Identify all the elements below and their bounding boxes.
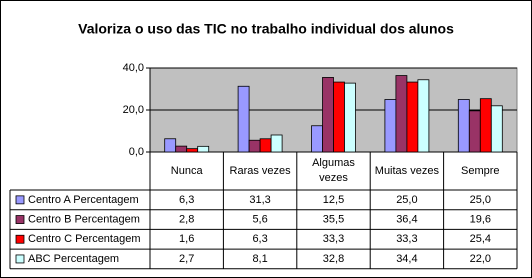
- bar: [259, 138, 272, 153]
- table-value: 32,8: [323, 253, 344, 265]
- bar: [384, 99, 397, 153]
- category-cell: Nunca: [170, 164, 203, 177]
- table-value: 19,6: [470, 213, 491, 225]
- table-value: 22,0: [470, 253, 491, 265]
- bar: [479, 98, 492, 153]
- chart-title: Valoriza o uso das TIC no trabalho indiv…: [78, 21, 454, 37]
- bar: [468, 110, 481, 153]
- legend-label: Centro A Percentagem: [28, 194, 139, 206]
- legend-swatch: [15, 234, 25, 244]
- x-tick-label: Nunca: [170, 164, 203, 177]
- bar: [322, 77, 334, 153]
- bar: [237, 85, 250, 153]
- table-value: 25,0: [470, 194, 491, 206]
- bar: [270, 134, 283, 153]
- table-value: 25,4: [470, 233, 491, 245]
- table-value: 1,6: [179, 233, 194, 245]
- bar: [417, 79, 430, 153]
- table-value: 6,3: [179, 194, 194, 206]
- legend-swatch: [15, 254, 25, 264]
- y-tick-label: 0,0: [129, 146, 144, 158]
- table-value: 25,0: [396, 194, 417, 206]
- bar: [395, 75, 408, 153]
- bar: [164, 138, 177, 153]
- table-value: 12,5: [323, 194, 344, 206]
- table-value: 33,3: [323, 233, 344, 245]
- legend-label: Centro B Percentagem: [28, 213, 140, 225]
- legend-label: ABC Percentagem: [28, 253, 119, 265]
- table-value: 31,3: [249, 194, 270, 206]
- bar: [333, 81, 345, 153]
- table-value: 36,4: [396, 213, 417, 225]
- y-tick-label: 40,0: [123, 62, 144, 74]
- x-tick-label: Raras vezes: [229, 164, 291, 177]
- legend-swatch: [15, 215, 25, 224]
- table-value: 35,5: [323, 213, 344, 225]
- category-cell: Raras vezes: [229, 164, 291, 177]
- x-tick-label: Sempre: [461, 164, 500, 177]
- table-value: 6,3: [252, 233, 267, 245]
- legend-swatch: [15, 195, 25, 205]
- legend-label: Centro C Percentagem: [28, 233, 141, 245]
- table-value: 33,3: [396, 233, 417, 245]
- category-cell: Algumas vezes: [312, 157, 355, 184]
- table-value: 34,4: [396, 253, 417, 265]
- bar: [311, 125, 323, 153]
- bar: [197, 145, 210, 153]
- bar: [457, 99, 470, 153]
- bar: [406, 81, 419, 153]
- category-cell: Sempre: [461, 164, 500, 177]
- table-value: 5,6: [252, 213, 267, 225]
- x-tick-label: Muitas vezes: [374, 164, 439, 177]
- y-tick-label: 20,0: [123, 104, 144, 116]
- x-tick-label: Algumas vezes: [312, 157, 355, 184]
- bar: [248, 139, 261, 153]
- table-value: 2,8: [179, 213, 194, 225]
- bar: [344, 82, 356, 153]
- bar: [490, 105, 503, 153]
- table-value: 2,7: [179, 253, 194, 265]
- category-cell: Muitas vezes: [374, 164, 439, 177]
- table-value: 8,1: [252, 253, 267, 265]
